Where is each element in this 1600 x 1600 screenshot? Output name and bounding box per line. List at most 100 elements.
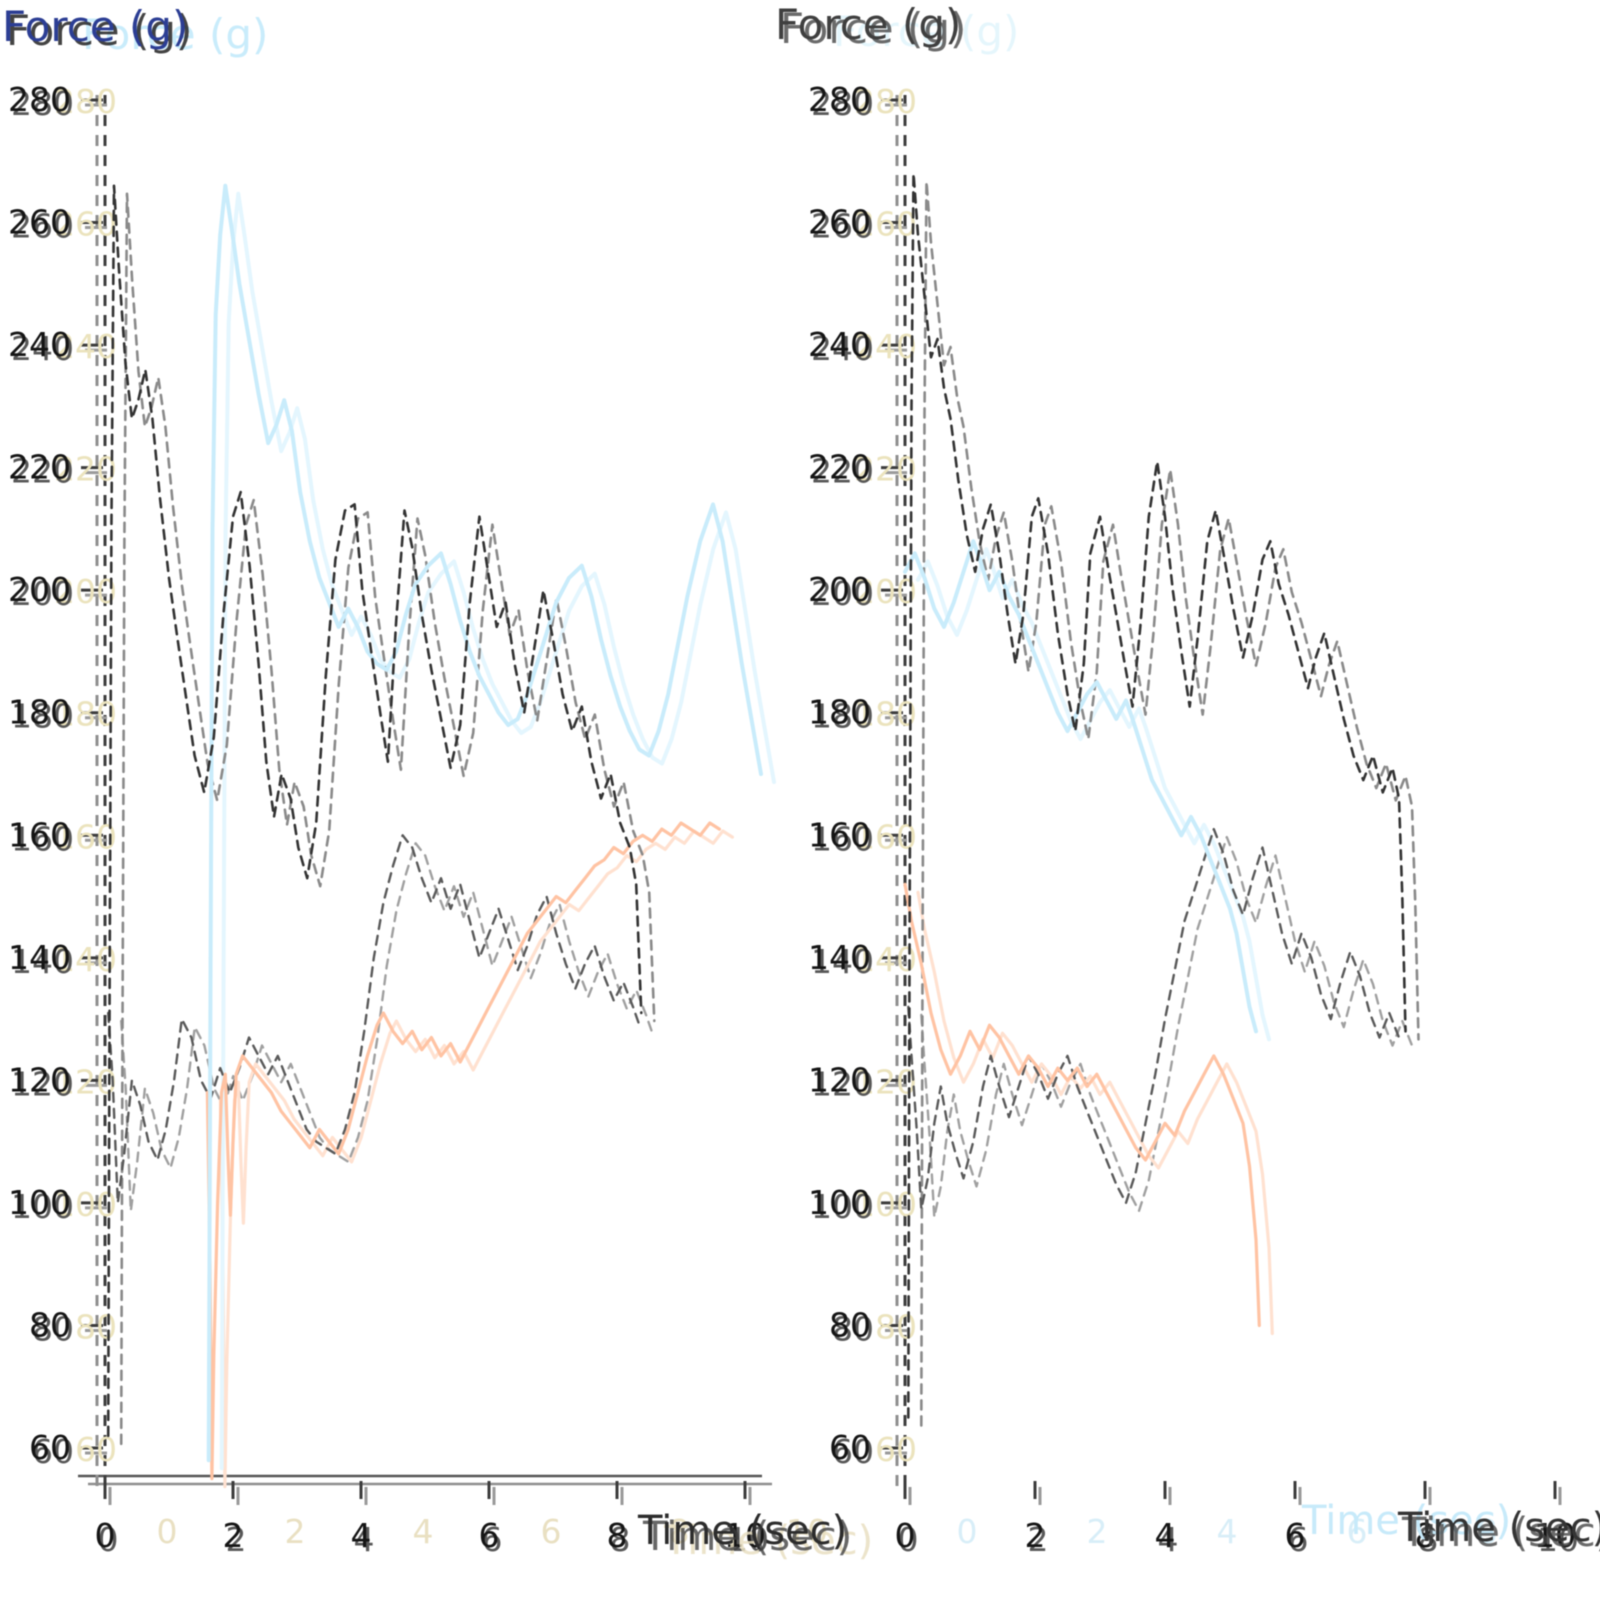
- y-tick-label-ghost: 260: [854, 205, 917, 244]
- x-tick-label-ghost: 6: [1347, 1512, 1368, 1551]
- x-tick-label-double: 10: [1537, 1520, 1579, 1559]
- x-tick-label: 10: [724, 1516, 766, 1555]
- right-panel: 2802802802602602602402402402202202202002…: [808, 80, 1600, 1559]
- y-tick-label-ghost: 80: [875, 1307, 917, 1346]
- y-tick-label: 140: [8, 938, 71, 977]
- y-tick-label-double: 240: [811, 329, 874, 368]
- y-tick-label: 80: [29, 1305, 71, 1344]
- y-tick-label-ghost: 200: [54, 572, 117, 611]
- x-tick-label-double: 8: [1418, 1520, 1439, 1559]
- y-tick-label: 120: [808, 1060, 871, 1099]
- y-tick-label: 200: [8, 570, 71, 609]
- x-tick-label-ghost: 6: [541, 1512, 562, 1551]
- y-tick-label-ghost: 220: [854, 450, 917, 489]
- x-tick-label-double: 8: [610, 1520, 631, 1559]
- gray-dashed-lower-ghost: [119, 842, 654, 1213]
- y-tick-label: 180: [8, 693, 71, 732]
- y-tick-label-ghost: 160: [854, 817, 917, 856]
- light-blue-upper-ghost: [916, 547, 1271, 1042]
- gray-dashed-lower-ghost: [920, 835, 1414, 1219]
- y-tick-label-double: 200: [811, 574, 874, 613]
- y-tick-label: 160: [8, 815, 71, 854]
- x-tick-label-ghost: 0: [957, 1512, 978, 1551]
- y-tick-label: 260: [8, 203, 71, 242]
- y-tick-label: 280: [8, 80, 71, 119]
- left-panel-xlabel-text: Time (sec): [638, 1508, 848, 1554]
- x-tick-label-ghost: 2: [1087, 1512, 1108, 1551]
- y-tick-label: 60: [29, 1428, 71, 1467]
- x-tick-label-double: 2: [226, 1520, 247, 1559]
- x-tick-label-ghost: 8: [669, 1512, 690, 1551]
- y-tick-label-double: 180: [11, 697, 74, 736]
- left-panel-xlabel-ghost: Time (sec): [664, 1518, 874, 1564]
- y-tick-label-ghost: 60: [75, 1430, 117, 1469]
- y-tick-label-double: 200: [11, 574, 74, 613]
- y-tick-label-double: 240: [11, 329, 74, 368]
- y-tick-label-ghost: 160: [54, 817, 117, 856]
- x-tick-label-ghost: 0: [157, 1512, 178, 1551]
- y-tick-label: 100: [808, 1183, 871, 1222]
- y-tick-label-double: 280: [11, 84, 74, 123]
- x-tick-label-double: 4: [354, 1520, 375, 1559]
- right-panel-xlabel-ghost: Time (sec): [1302, 1498, 1512, 1544]
- y-tick-label: 260: [808, 203, 871, 242]
- right-panel-ylabel-text: Force (g): [775, 0, 962, 49]
- x-tick-label: 4: [1155, 1516, 1176, 1555]
- x-tick-label: 6: [479, 1516, 500, 1555]
- dark-dashed-upper-ghost: [919, 180, 1420, 1427]
- y-tick-label-double: 260: [811, 207, 874, 246]
- y-tick-label-ghost: 120: [854, 1062, 917, 1101]
- y-tick-label-ghost: 240: [54, 327, 117, 366]
- x-tick-label: 10: [1534, 1516, 1576, 1555]
- y-tick-label: 240: [8, 325, 71, 364]
- y-tick-label-ghost: 240: [854, 327, 917, 366]
- y-tick-label-double: 100: [11, 1187, 74, 1226]
- y-tick-label-ghost: 280: [54, 82, 117, 121]
- y-tick-label-ghost: 100: [854, 1185, 917, 1224]
- y-tick-label-double: 80: [32, 1309, 74, 1348]
- y-tick-label-double: 280: [811, 84, 874, 123]
- y-tick-label: 280: [808, 80, 871, 119]
- x-tick-label: 2: [223, 1516, 244, 1555]
- y-tick-label-ghost: 140: [854, 940, 917, 979]
- light-blue-upper: [903, 539, 1258, 1034]
- x-tick-label-double: 10: [727, 1520, 769, 1559]
- gray-dashed-lower: [907, 827, 1401, 1211]
- left-panel-ylabel-ghost: Force (g): [82, 10, 269, 59]
- left-panel-ylabel-text: Force (g): [2, 2, 189, 51]
- y-tick-label: 100: [8, 1183, 71, 1222]
- y-tick-label-ghost: 220: [54, 450, 117, 489]
- y-tick-label: 200: [808, 570, 871, 609]
- right-panel-xlabel-text: Time (sec): [1398, 1505, 1600, 1551]
- x-tick-label-ghost: 4: [413, 1512, 434, 1551]
- x-tick-label-ghost: 8: [1477, 1512, 1498, 1551]
- y-tick-label: 220: [8, 448, 71, 487]
- y-tick-label-double: 120: [811, 1064, 874, 1103]
- y-tick-label-double: 120: [11, 1064, 74, 1103]
- x-tick-label-ghost: 10: [1596, 1512, 1600, 1551]
- y-tick-label-double: 80: [832, 1309, 874, 1348]
- y-tick-label-ghost: 120: [54, 1062, 117, 1101]
- x-tick-label-double: 4: [1158, 1520, 1179, 1559]
- light-blue-upper-ghost: [219, 191, 776, 1471]
- right-panel-ylabel-ghost: Force (g): [833, 7, 1020, 56]
- left-panel-xlabel: Time (sec) Time (sec): [638, 1508, 938, 1578]
- y-tick-label-double: 140: [811, 942, 874, 981]
- light-salmon-lower: [903, 882, 1261, 1328]
- x-tick-label-double: 2: [1028, 1520, 1049, 1559]
- y-tick-label-ghost: 180: [54, 695, 117, 734]
- y-tick-label-double: 220: [811, 452, 874, 491]
- x-tick-label: 0: [95, 1516, 116, 1555]
- dark-dashed-upper: [906, 172, 1407, 1419]
- y-tick-label-double: 220: [11, 452, 74, 491]
- x-tick-label: 2: [1025, 1516, 1046, 1555]
- light-salmon-lower: [205, 821, 722, 1481]
- y-tick-label-ghost: 60: [875, 1430, 917, 1469]
- x-tick-label-double: 0: [898, 1520, 919, 1559]
- x-tick-label-ghost: 10: [786, 1512, 828, 1551]
- light-blue-upper: [206, 183, 763, 1463]
- y-tick-label: 220: [808, 448, 871, 487]
- y-tick-label: 80: [829, 1305, 871, 1344]
